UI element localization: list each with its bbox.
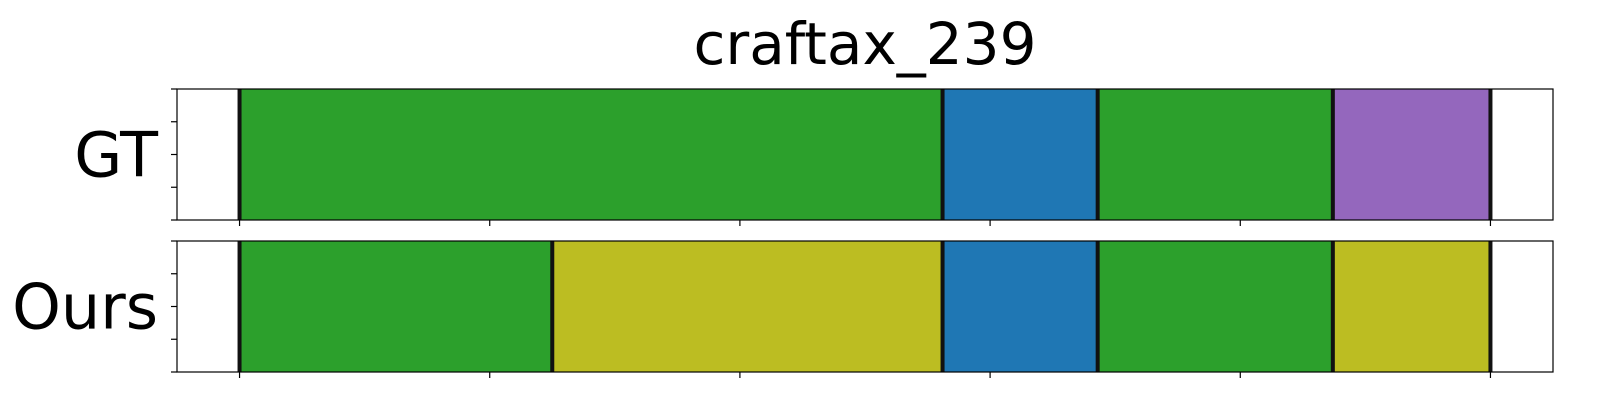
segment-gt-3 xyxy=(1098,89,1333,220)
segment-ours-1 xyxy=(240,241,553,372)
segment-gt-2 xyxy=(943,89,1098,220)
segment-ours-4 xyxy=(1098,241,1333,372)
segment-gt-4 xyxy=(1333,89,1491,220)
segment-ours-5 xyxy=(1333,241,1491,372)
chart-title: craftax_239 xyxy=(694,10,1037,78)
segment-gt-1 xyxy=(240,89,943,220)
row-label-ours: Ours xyxy=(12,271,158,344)
segment-ours-2 xyxy=(552,241,942,372)
row-label-gt: GT xyxy=(74,119,159,192)
segment-ours-3 xyxy=(943,241,1098,372)
